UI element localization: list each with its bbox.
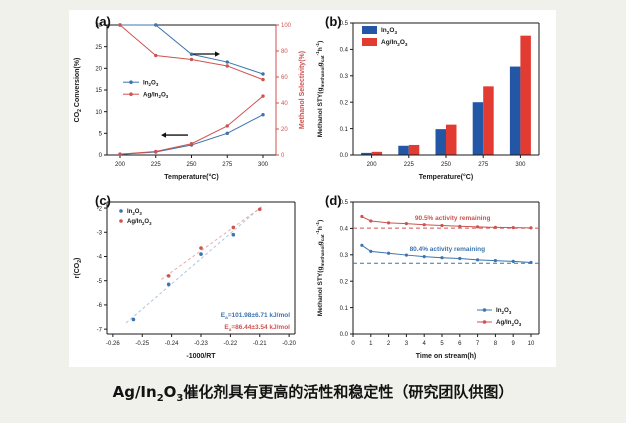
svg-text:Ag/In2O3: Ag/In2O3 <box>127 219 152 226</box>
svg-text:0.3: 0.3 <box>340 74 349 80</box>
svg-text:-2: -2 <box>97 206 103 212</box>
svg-text:In2O3: In2O3 <box>496 307 512 315</box>
svg-text:Ea=86.44±3.54 kJ/mol: Ea=86.44±3.54 kJ/mol <box>224 324 290 332</box>
svg-text:-7: -7 <box>97 327 103 333</box>
svg-text:-0.24: -0.24 <box>165 341 179 347</box>
svg-text:-0.22: -0.22 <box>224 341 238 347</box>
svg-text:30: 30 <box>95 23 102 29</box>
svg-text:Ea=101.98±6.71 kJ/mol: Ea=101.98±6.71 kJ/mol <box>221 312 290 320</box>
svg-text:80.4% activity remaining: 80.4% activity remaining <box>410 246 486 253</box>
svg-text:275: 275 <box>478 162 489 168</box>
panel-b-chart: 0.0 0.1 0.2 0.3 0.4 0.5 200 225 250 275 300 In2O3 Ag… <box>315 21 540 181</box>
svg-text:0.0: 0.0 <box>340 153 349 159</box>
svg-text:7: 7 <box>476 341 480 347</box>
panel-c: -0.26 -0.25 -0.24 -0.23 -0.22 -0.21 -0.20 -7 -6 -… <box>69 189 312 367</box>
svg-text:1: 1 <box>369 341 373 347</box>
panel-a: 0 5 10 15 20 25 30 0 20 40 60 80 100 200 225 250 275 300 I… <box>69 10 312 188</box>
svg-text:In2O3: In2O3 <box>127 209 142 216</box>
panel-a-label: (a) <box>95 14 111 29</box>
svg-text:0.4: 0.4 <box>340 227 349 233</box>
svg-text:0: 0 <box>281 153 285 159</box>
svg-text:300: 300 <box>515 162 526 168</box>
svg-text:4: 4 <box>423 341 427 347</box>
panel-d-chart: 0 1 2 3 4 5 6 7 8 9 10 0.0 0.1 0.2 0.3 0.4 0.5 90.5% acti… <box>315 200 540 360</box>
svg-text:0.5: 0.5 <box>340 200 349 206</box>
panel-b-label: (b) <box>325 14 342 29</box>
svg-text:40: 40 <box>281 101 288 107</box>
svg-text:Temperature(°C): Temperature(°C) <box>164 173 218 181</box>
svg-text:In2O3: In2O3 <box>381 27 397 35</box>
svg-text:-0.23: -0.23 <box>194 341 208 347</box>
svg-text:250: 250 <box>441 162 452 168</box>
svg-text:0.5: 0.5 <box>340 21 349 27</box>
svg-text:Methanol STY(gmethanolgcat-1h-: Methanol STY(gmethanolgcat-1h-1) <box>315 41 326 138</box>
svg-text:5: 5 <box>99 132 103 138</box>
svg-text:Ag/In2O3: Ag/In2O3 <box>143 91 169 99</box>
svg-text:0.4: 0.4 <box>340 48 349 54</box>
svg-text:25: 25 <box>95 45 102 51</box>
svg-text:-5: -5 <box>97 279 103 285</box>
svg-text:CO2 Conversion(%): CO2 Conversion(%) <box>74 58 83 123</box>
svg-text:8: 8 <box>494 341 498 347</box>
svg-text:2: 2 <box>387 341 391 347</box>
svg-text:200: 200 <box>367 162 378 168</box>
svg-text:10: 10 <box>95 110 102 116</box>
svg-text:20: 20 <box>281 127 288 133</box>
svg-text:0: 0 <box>99 153 103 159</box>
svg-text:0.0: 0.0 <box>340 332 349 338</box>
panel-d: 0 1 2 3 4 5 6 7 8 9 10 0.0 0.1 0.2 0.3 0.4 0.5 90.5% acti… <box>313 189 556 367</box>
svg-text:In2O3: In2O3 <box>143 79 159 87</box>
svg-text:9: 9 <box>512 341 516 347</box>
svg-text:60: 60 <box>281 75 288 81</box>
svg-text:-6: -6 <box>97 303 103 309</box>
panel-d-label: (d) <box>325 193 342 208</box>
svg-text:225: 225 <box>404 162 415 168</box>
svg-text:0.2: 0.2 <box>340 100 349 106</box>
svg-text:200: 200 <box>115 162 126 168</box>
svg-text:-1000/RT: -1000/RT <box>186 353 216 360</box>
svg-text:-0.20: -0.20 <box>282 341 296 347</box>
figure-caption: Ag/In2O3催化剂具有更高的活性和稳定性（研究团队供图） <box>112 383 514 404</box>
svg-text:275: 275 <box>222 162 233 168</box>
svg-text:3: 3 <box>405 341 409 347</box>
svg-text:225: 225 <box>151 162 162 168</box>
svg-text:80: 80 <box>281 49 288 55</box>
svg-text:Methanol Selectivity(%): Methanol Selectivity(%) <box>299 51 306 129</box>
svg-text:-4: -4 <box>97 255 103 261</box>
svg-text:0.1: 0.1 <box>340 127 349 133</box>
panel-c-chart: -0.26 -0.25 -0.24 -0.23 -0.22 -0.21 -0.20 -7 -6 -… <box>74 201 297 360</box>
svg-text:5: 5 <box>440 341 444 347</box>
svg-text:0: 0 <box>351 341 355 347</box>
svg-text:Ag/In2O3: Ag/In2O3 <box>496 319 522 327</box>
svg-text:10: 10 <box>528 341 535 347</box>
svg-text:Time on stream(h): Time on stream(h) <box>416 353 477 360</box>
svg-text:15: 15 <box>95 88 102 94</box>
svg-text:100: 100 <box>281 23 292 29</box>
svg-text:0.3: 0.3 <box>340 253 349 259</box>
svg-text:0.1: 0.1 <box>340 306 349 312</box>
svg-text:-0.25: -0.25 <box>135 341 149 347</box>
figure-panel: 0 5 10 15 20 25 30 0 20 40 60 80 100 200 225 250 275 300 I… <box>69 10 556 367</box>
svg-text:Temperature(°C): Temperature(°C) <box>419 173 473 181</box>
svg-text:-3: -3 <box>97 230 103 236</box>
svg-text:-0.21: -0.21 <box>253 341 267 347</box>
svg-text:6: 6 <box>458 341 462 347</box>
svg-text:Ag/In2O3: Ag/In2O3 <box>381 39 408 47</box>
svg-text:300: 300 <box>258 162 269 168</box>
svg-text:0.2: 0.2 <box>340 279 349 285</box>
svg-text:-0.26: -0.26 <box>106 341 120 347</box>
svg-text:250: 250 <box>186 162 197 168</box>
svg-text:r(CO2): r(CO2) <box>74 258 83 279</box>
panel-c-label: (c) <box>95 193 111 208</box>
panel-b: 0.0 0.1 0.2 0.3 0.4 0.5 200 225 250 275 300 In2O3 Ag… <box>313 10 556 188</box>
svg-text:90.5% activity remaining: 90.5% activity remaining <box>415 215 491 222</box>
svg-text:Methanol STY(gmethanolgcat-1h-: Methanol STY(gmethanolgcat-1h-1) <box>315 220 326 317</box>
svg-text:20: 20 <box>95 67 102 73</box>
